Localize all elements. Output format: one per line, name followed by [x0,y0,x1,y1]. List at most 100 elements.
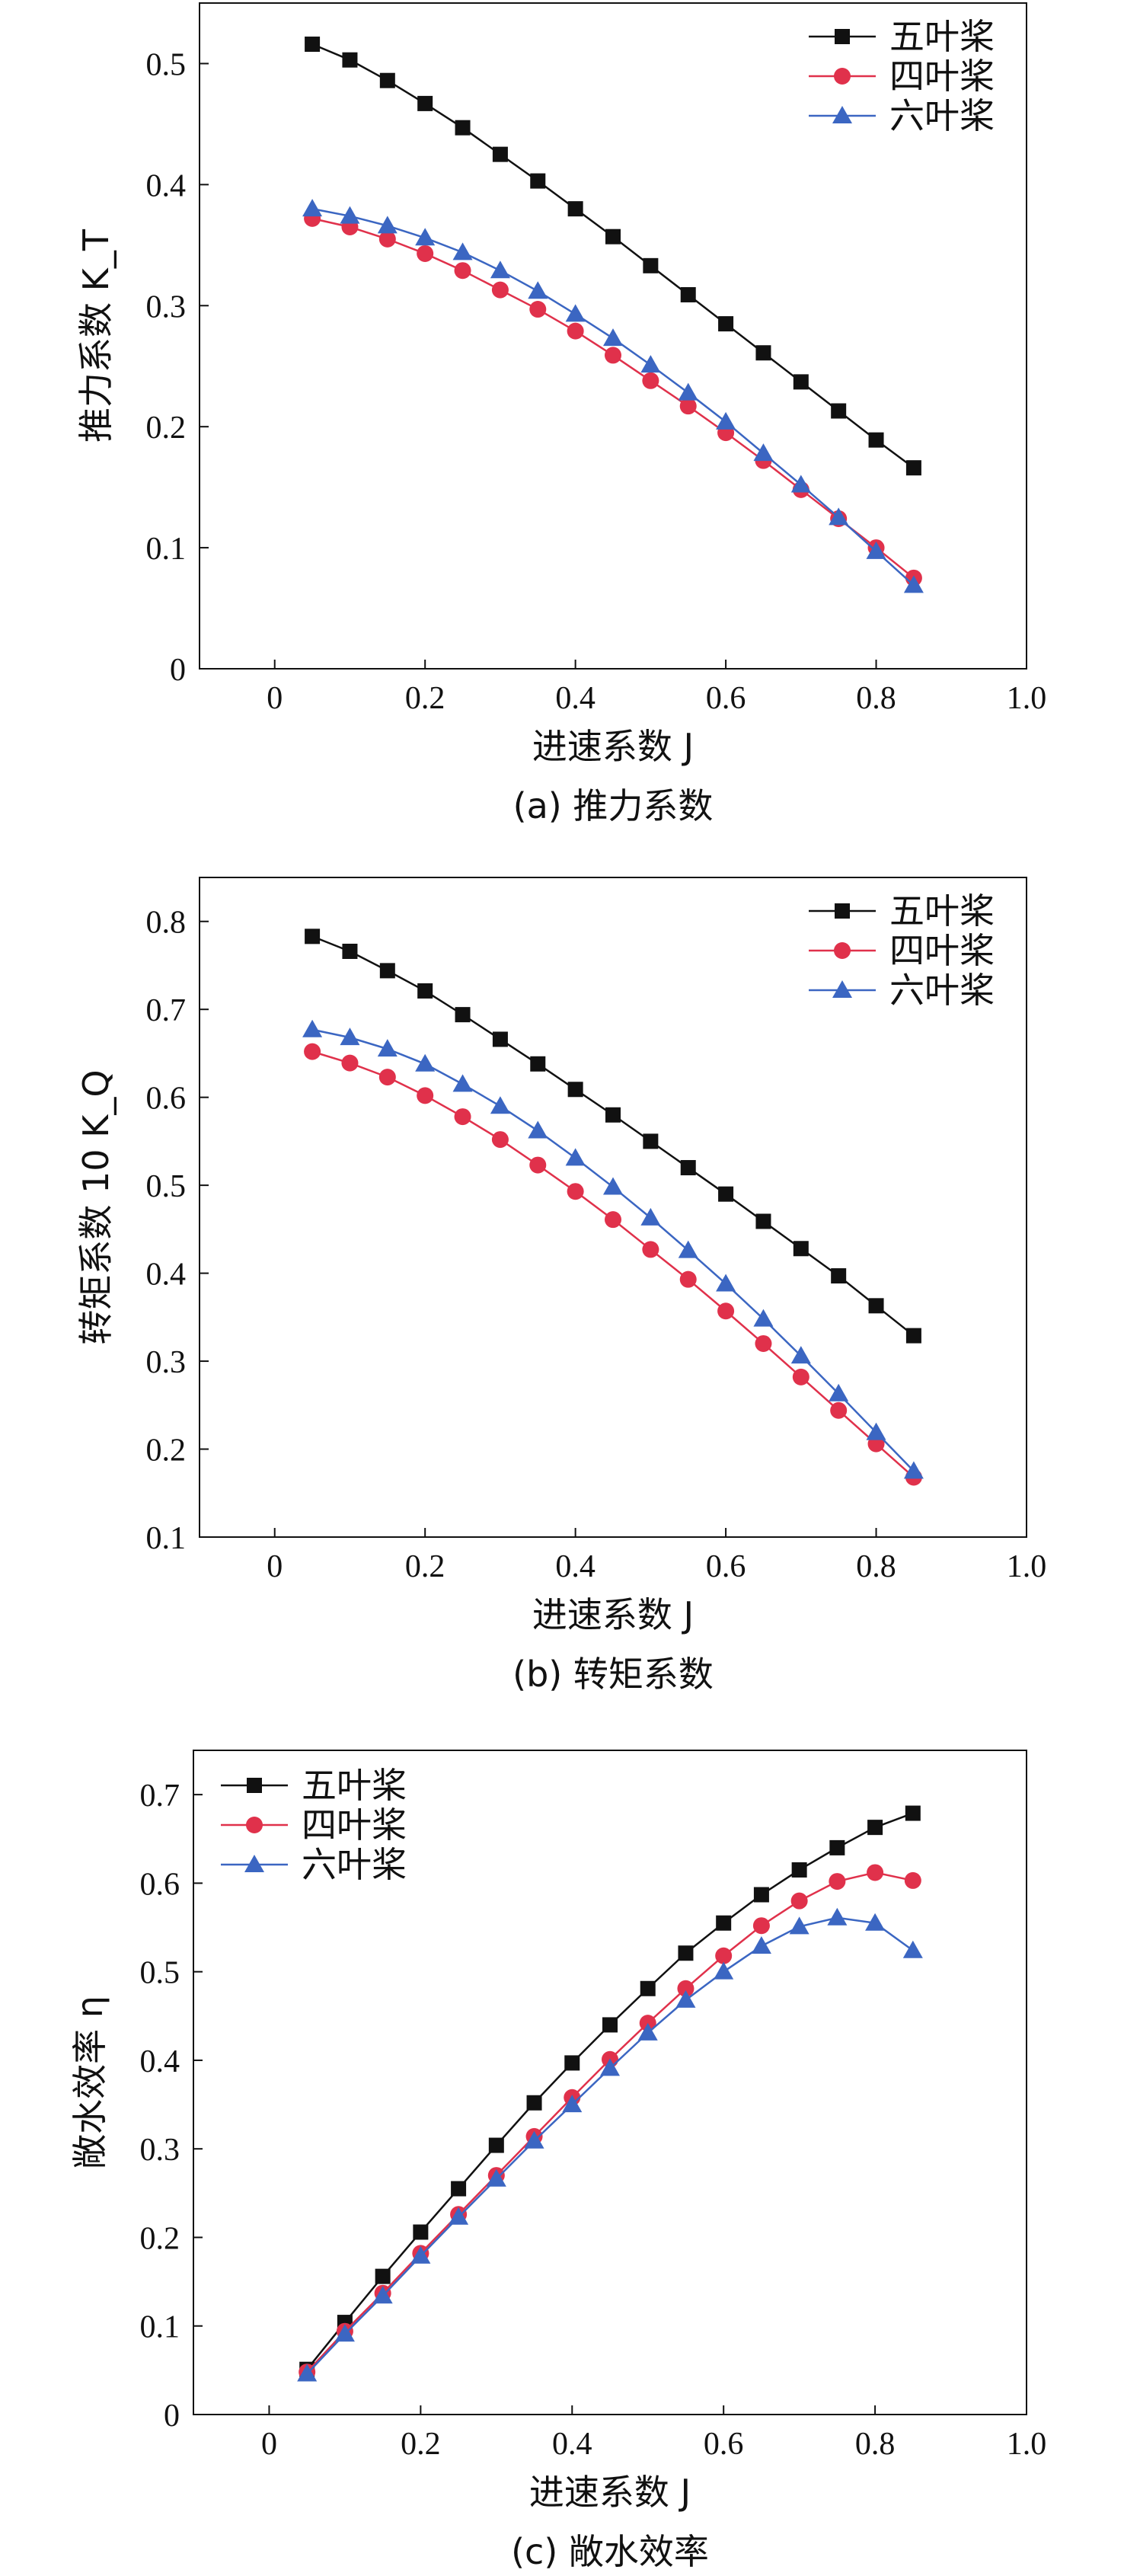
data-point [829,1839,845,1855]
data-point [342,943,358,959]
data-point [679,398,697,415]
data-point [866,1422,886,1440]
data-point [530,173,546,189]
data-point [451,2181,467,2197]
data-point [714,1961,734,1980]
series-3 [297,1907,923,2382]
data-point [492,146,508,162]
data-point [752,1917,770,1935]
series-3 [302,199,924,593]
data-point [831,1268,847,1284]
legend-marker [244,1855,264,1872]
x-tick-label: 1.0 [1007,1549,1047,1584]
data-point [755,345,771,361]
legend-label: 六叶桨 [889,95,995,136]
data-point [413,2224,429,2240]
data-point [868,432,884,448]
legend-label: 六叶桨 [302,1844,407,1885]
y-tick-label: 0.2 [140,2221,180,2256]
y-tick-label: 0.2 [146,411,187,446]
data-point [454,262,471,280]
x-tick-label: 0.8 [855,2427,896,2462]
data-point [718,316,734,332]
data-point [716,1915,732,1931]
y-tick-label: 0.3 [140,2133,180,2168]
data-point [716,1274,736,1292]
data-point [678,382,698,401]
x-tick-label: 0.8 [856,1549,896,1584]
data-point [715,1947,733,1964]
legend-label: 四叶桨 [889,56,995,97]
data-point [528,1120,548,1139]
y-axis-label: 敞水效率 η [69,1996,110,2169]
data-point [678,1240,698,1258]
data-point [377,216,398,234]
data-point [565,304,586,322]
figure-caption: (c) 敞水效率 [511,2531,709,2572]
y-tick-label: 0.2 [146,1433,187,1469]
data-point [790,475,811,493]
x-tick-label: 0.2 [405,1549,445,1584]
data-point [491,281,509,299]
data-point [524,2130,544,2149]
x-tick-label: 0 [261,2427,277,2462]
x-tick-label: 0.4 [555,1549,596,1584]
data-point [830,1401,848,1419]
data-point [378,1069,396,1086]
series-3 [302,1019,924,1479]
data-point [417,983,433,999]
data-point [488,2137,504,2153]
x-tick-label: 1.0 [1007,681,1047,716]
data-point [417,1087,434,1104]
legend-marker [247,1778,262,1793]
plot-frame [193,1750,1027,2415]
legend-label: 五叶桨 [302,1765,407,1806]
data-point [378,230,396,248]
y-tick-label: 0 [170,653,186,688]
series-2 [304,209,922,586]
x-tick-label: 0 [267,1549,283,1584]
data-point [792,1368,809,1385]
data-point [302,1019,323,1037]
data-point [790,1346,811,1364]
x-tick-label: 0.8 [856,681,896,716]
data-point [305,928,321,944]
data-point [304,1043,321,1060]
legend-marker [835,903,850,919]
data-point [379,963,395,979]
series-line [311,935,915,1337]
data-point [492,1031,508,1047]
data-point [417,95,433,111]
data-point [751,1935,771,1954]
y-tick-label: 0.7 [140,1779,180,1814]
x-tick-label: 1.0 [1007,2427,1047,2462]
data-point [342,52,358,68]
plot-frame [199,877,1027,1538]
data-point [600,2058,620,2076]
series-line [311,1028,915,1472]
data-point [603,328,623,347]
chart-3: 0 0.2 0.4 0.6 0.8 1.0 0 0.1 0.2 0.3 0.4 0.5 0.6 0.7 进速… [69,1750,1046,2572]
data-point [716,411,736,430]
x-tick-label: 0.6 [706,1549,746,1584]
legend-label: 四叶桨 [889,930,995,971]
data-point [755,1334,772,1352]
data-point [379,72,395,88]
data-point [903,575,924,593]
data-point [341,1054,359,1072]
legend-marker [832,106,852,123]
y-tick-label: 0.6 [140,1867,180,1902]
data-point [452,242,473,260]
y-tick-label: 0.3 [146,289,187,324]
data-point [567,322,584,340]
data-point [302,199,323,217]
data-point [865,1913,886,1931]
data-point [452,1074,473,1092]
data-point [340,206,360,224]
y-axis-label: 推力系数 K_T [75,229,117,443]
data-point [829,1873,846,1890]
x-tick-label: 0.6 [704,2427,744,2462]
legend-marker [832,980,852,998]
